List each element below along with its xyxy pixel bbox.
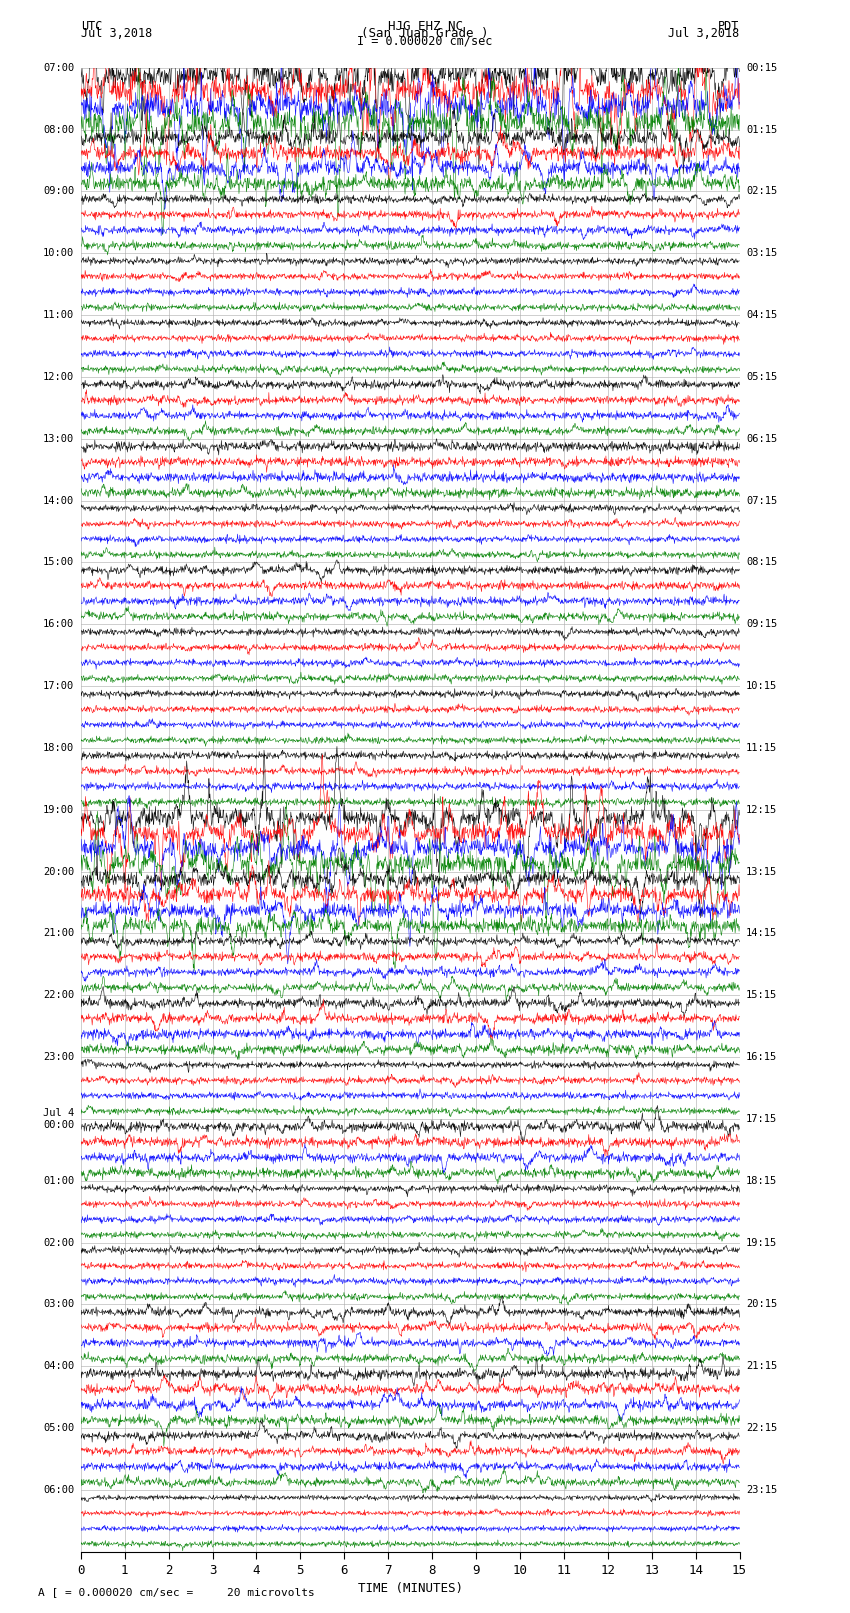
Text: 15:00: 15:00 — [42, 558, 74, 568]
Text: 23:00: 23:00 — [42, 1052, 74, 1061]
Text: 22:15: 22:15 — [746, 1423, 778, 1432]
Text: 14:15: 14:15 — [746, 929, 778, 939]
Text: 10:00: 10:00 — [42, 248, 74, 258]
Text: 21:00: 21:00 — [42, 929, 74, 939]
Text: 14:00: 14:00 — [42, 495, 74, 505]
Text: 22:00: 22:00 — [42, 990, 74, 1000]
Text: 17:15: 17:15 — [746, 1115, 778, 1124]
Text: 06:15: 06:15 — [746, 434, 778, 444]
Text: 10:15: 10:15 — [746, 681, 778, 690]
Text: Jul 3,2018: Jul 3,2018 — [668, 27, 740, 40]
Text: 08:15: 08:15 — [746, 558, 778, 568]
Text: 05:15: 05:15 — [746, 373, 778, 382]
Text: 04:15: 04:15 — [746, 310, 778, 319]
Text: 02:15: 02:15 — [746, 187, 778, 197]
Text: 11:15: 11:15 — [746, 744, 778, 753]
Text: 01:15: 01:15 — [746, 124, 778, 134]
Text: (San Juan Grade ): (San Juan Grade ) — [361, 27, 489, 40]
Text: 20:00: 20:00 — [42, 866, 74, 876]
Text: 15:15: 15:15 — [746, 990, 778, 1000]
Text: PDT: PDT — [718, 19, 740, 34]
Text: 12:00: 12:00 — [42, 373, 74, 382]
Text: 01:00: 01:00 — [42, 1176, 74, 1186]
Text: 17:00: 17:00 — [42, 681, 74, 690]
Text: 05:00: 05:00 — [42, 1423, 74, 1432]
Text: 18:00: 18:00 — [42, 744, 74, 753]
Text: 04:00: 04:00 — [42, 1361, 74, 1371]
Text: 20:15: 20:15 — [746, 1300, 778, 1310]
Text: 08:00: 08:00 — [42, 124, 74, 134]
Text: Jul 3,2018: Jul 3,2018 — [81, 27, 152, 40]
Text: 06:00: 06:00 — [42, 1486, 74, 1495]
Text: 11:00: 11:00 — [42, 310, 74, 319]
Text: 13:15: 13:15 — [746, 866, 778, 876]
Text: 21:15: 21:15 — [746, 1361, 778, 1371]
Text: 07:00: 07:00 — [42, 63, 74, 73]
Text: 16:15: 16:15 — [746, 1052, 778, 1061]
Text: 03:15: 03:15 — [746, 248, 778, 258]
Text: UTC: UTC — [81, 19, 102, 34]
Text: 19:15: 19:15 — [746, 1237, 778, 1247]
Text: 00:00: 00:00 — [42, 1119, 74, 1129]
Text: 16:00: 16:00 — [42, 619, 74, 629]
Text: 13:00: 13:00 — [42, 434, 74, 444]
Text: 03:00: 03:00 — [42, 1300, 74, 1310]
Text: 09:00: 09:00 — [42, 187, 74, 197]
Text: 23:15: 23:15 — [746, 1486, 778, 1495]
X-axis label: TIME (MINUTES): TIME (MINUTES) — [358, 1582, 462, 1595]
Text: 19:00: 19:00 — [42, 805, 74, 815]
Text: 02:00: 02:00 — [42, 1237, 74, 1247]
Text: Jul 4: Jul 4 — [42, 1108, 74, 1118]
Text: 07:15: 07:15 — [746, 495, 778, 505]
Text: 12:15: 12:15 — [746, 805, 778, 815]
Text: 18:15: 18:15 — [746, 1176, 778, 1186]
Text: 00:15: 00:15 — [746, 63, 778, 73]
Text: 09:15: 09:15 — [746, 619, 778, 629]
Text: HJG EHZ NC: HJG EHZ NC — [388, 19, 462, 34]
Text: I = 0.000020 cm/sec: I = 0.000020 cm/sec — [357, 35, 493, 48]
Text: A [ = 0.000020 cm/sec =     20 microvolts: A [ = 0.000020 cm/sec = 20 microvolts — [38, 1587, 315, 1597]
